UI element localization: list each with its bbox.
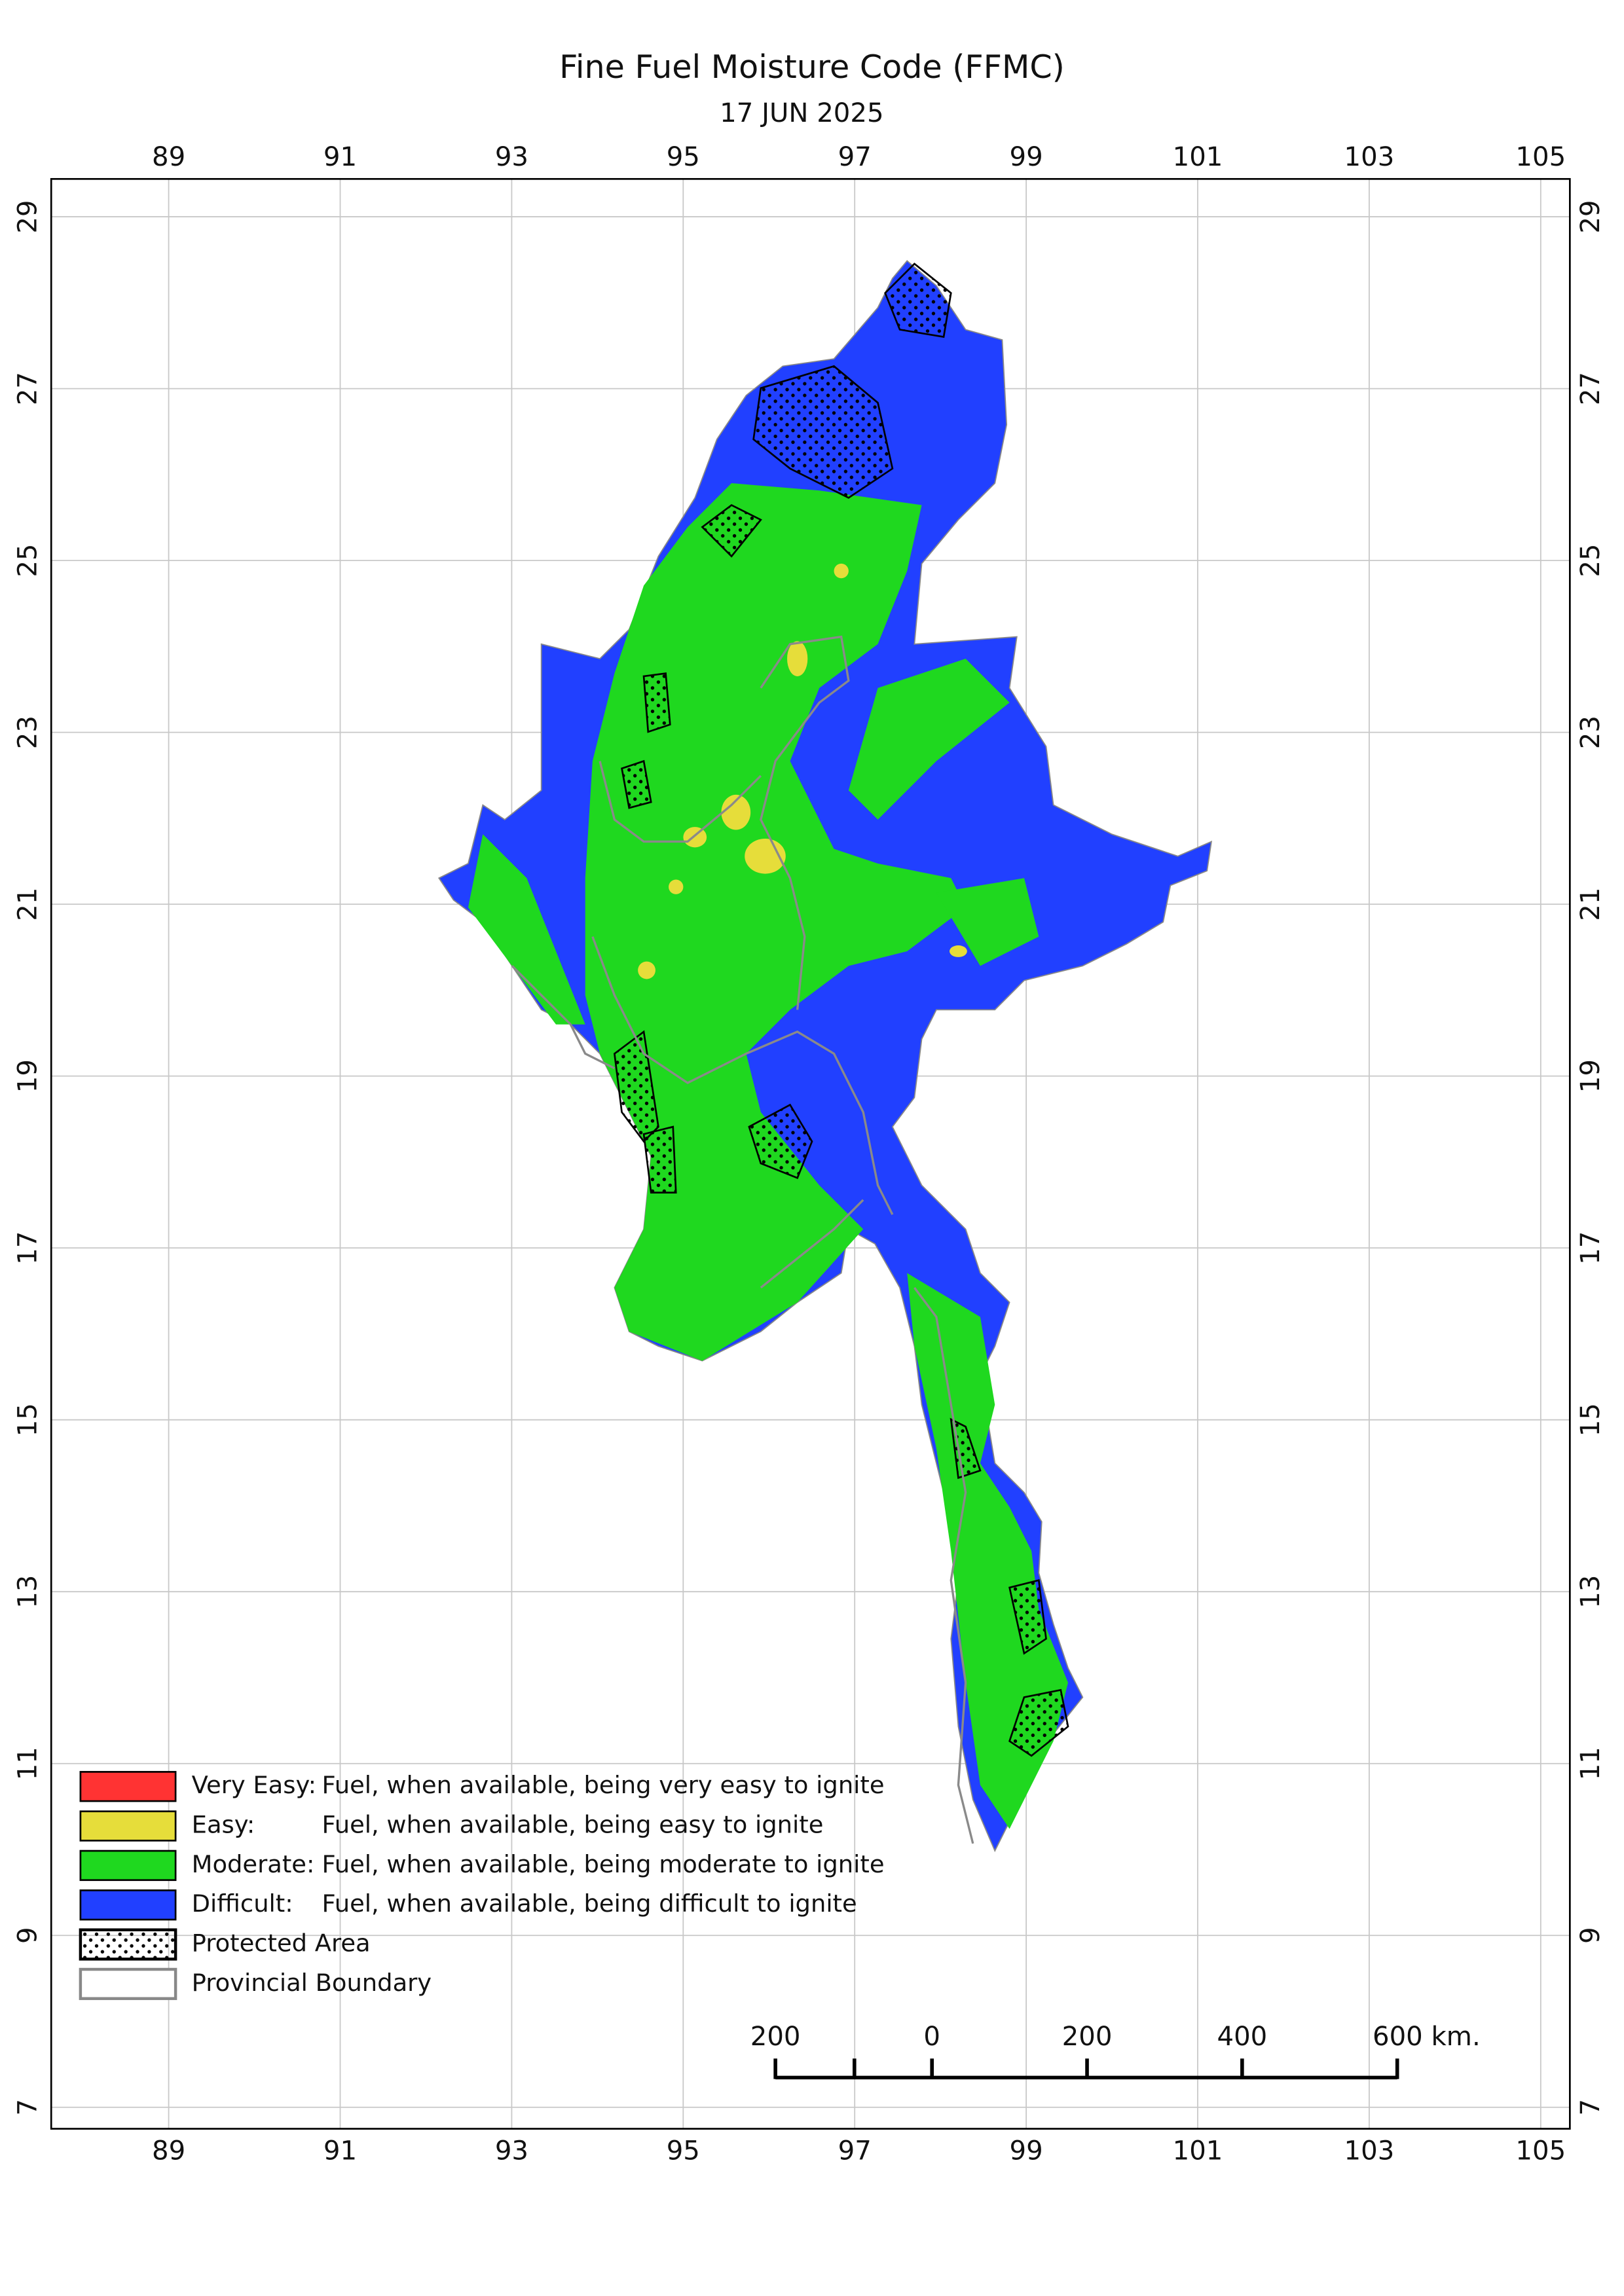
lat-tick-label: 17 [13, 1231, 43, 1265]
legend-label: Very Easy: [192, 1771, 316, 1799]
legend-label: Protected Area [192, 1929, 371, 1958]
legend-description: Fuel, when available, being moderate to … [322, 1850, 885, 1878]
scale-label: 200 [750, 2022, 801, 2052]
lon-tick-label: 103 [1344, 142, 1395, 172]
legend-swatch [79, 1967, 177, 2000]
lat-tick-label: 19 [13, 1059, 43, 1093]
lat-tick-label: 15 [1576, 1403, 1606, 1436]
lon-tick-label: 105 [1515, 142, 1566, 172]
lon-tick-label: 105 [1515, 2136, 1566, 2166]
lon-tick-label: 101 [1173, 142, 1223, 172]
legend-label: Provincial Boundary [192, 1969, 432, 1997]
moderate-region [936, 878, 1039, 966]
lat-tick-label: 9 [13, 1927, 43, 1944]
lat-tick-label: 21 [13, 888, 43, 921]
legend: Very Easy: Fuel, when available, being ve… [79, 1771, 885, 2000]
legend-swatch [79, 1771, 177, 1802]
country [437, 260, 1213, 1853]
map-subtitle: 17 JUN 2025 [720, 98, 883, 128]
legend-description: Fuel, when available, being easy to igni… [322, 1811, 824, 1839]
scale-label: 200 [1062, 2022, 1113, 2052]
legend-label: Moderate: [192, 1850, 315, 1878]
map-frame [50, 177, 1571, 2130]
lat-tick-label: 23 [13, 716, 43, 749]
lat-tick-label: 7 [1576, 2099, 1606, 2116]
scale-bar: 200 0 200 400 600 km. [750, 2022, 1481, 2080]
lat-tick-label: 15 [13, 1403, 43, 1436]
moderate-region [468, 834, 585, 1025]
axis-ticks: 8989919193939595979799991011011031031051… [13, 142, 1606, 2166]
legend-label: Easy: [192, 1811, 255, 1839]
lat-tick-label: 27 [13, 372, 43, 405]
provincial-boundaries [511, 635, 974, 1844]
lon-tick-label: 103 [1344, 2136, 1395, 2166]
easy-patches [638, 563, 967, 979]
scale-label: 600 km. [1373, 2022, 1481, 2052]
lat-tick-label: 25 [1576, 544, 1606, 577]
lat-tick-label: 11 [1576, 1747, 1606, 1780]
lon-tick-label: 101 [1173, 2136, 1223, 2166]
lon-tick-label: 89 [152, 142, 185, 172]
lat-tick-label: 25 [13, 544, 43, 577]
lat-tick-label: 23 [1576, 716, 1606, 749]
lon-tick-label: 91 [323, 2136, 357, 2166]
lon-tick-label: 97 [838, 142, 872, 172]
lon-tick-label: 97 [838, 2136, 872, 2166]
scale-label: 400 [1217, 2022, 1267, 2052]
lon-tick-label: 95 [667, 142, 700, 172]
lat-tick-label: 13 [1576, 1575, 1606, 1609]
lat-tick-label: 21 [1576, 888, 1606, 921]
legend-label: Difficult: [192, 1889, 293, 1918]
legend-swatch [79, 1810, 177, 1842]
legend-swatch [79, 1928, 177, 1961]
lat-tick-label: 27 [1576, 372, 1606, 405]
lon-tick-label: 93 [495, 2136, 528, 2166]
protected-areas [613, 263, 1069, 1757]
lon-tick-label: 91 [323, 142, 357, 172]
lat-tick-label: 9 [1576, 1927, 1606, 1944]
lat-tick-label: 29 [1576, 200, 1606, 233]
lon-tick-label: 93 [495, 142, 528, 172]
moderate-region [585, 483, 966, 1361]
lat-tick-label: 29 [13, 200, 43, 233]
lat-tick-label: 7 [13, 2099, 43, 2116]
legend-swatch [79, 1850, 177, 1882]
lon-tick-label: 99 [1010, 142, 1043, 172]
lat-tick-label: 13 [13, 1575, 43, 1609]
lon-tick-label: 95 [667, 2136, 700, 2166]
lon-tick-label: 89 [152, 2136, 185, 2166]
moderate-region [907, 1273, 1068, 1829]
lat-tick-label: 11 [13, 1747, 43, 1780]
lon-tick-label: 99 [1010, 2136, 1043, 2166]
legend-swatch [79, 1889, 177, 1921]
lat-tick-label: 17 [1576, 1231, 1606, 1265]
legend-description: Fuel, when available, being very easy to… [322, 1771, 885, 1799]
lat-tick-label: 19 [1576, 1059, 1606, 1093]
moderate-region [848, 659, 1010, 820]
map-title: Fine Fuel Moisture Code (FFMC) [559, 48, 1065, 86]
scale-label: 0 [923, 2022, 940, 2052]
legend-description: Fuel, when available, being difficult to… [322, 1889, 857, 1918]
